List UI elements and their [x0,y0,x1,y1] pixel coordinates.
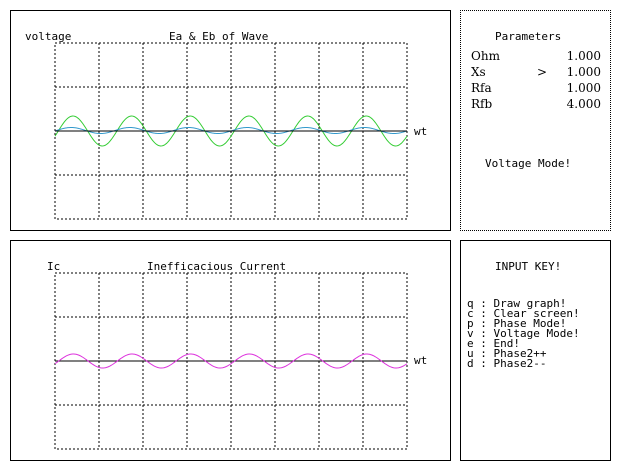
parameter-name: Ohm [471,49,500,63]
current-wt-label: wt [414,354,428,367]
parameters-panel: Parameters Ohm 1.000 Xs >1.000 Rfa 1.000 Rfb 4.… [460,10,611,231]
input-key-action: Clear screen! [493,307,580,320]
input-key-action: End! [493,337,521,350]
input-key-letter: e [467,337,474,350]
input-key-letter: q [467,297,474,310]
voltage-axis-label: voltage [25,30,72,43]
input-key-action: Phase Mode! [493,317,567,330]
ea-wave-line [54,115,408,147]
input-key-separator: : [473,297,494,310]
input-key-item: v : Voltage Mode! [467,327,613,340]
parameter-name: Rfa [471,81,492,95]
input-key-letter: c [467,307,474,320]
voltage-wave-plot [54,42,408,220]
input-key-letter: v [467,327,474,340]
ic-wave-line [54,353,408,369]
voltage-graph-title: Ea & Eb of Wave [169,30,269,43]
input-key-item: c : Clear screen! [467,307,613,320]
input-key-item: e : End! [467,337,613,350]
parameters-title: Parameters [495,30,562,43]
parameter-row: Xs >1.000 [471,65,601,79]
input-key-separator: : [473,357,494,370]
input-key-list: q : Draw graph! c : Clear screen! p : Phas… [467,297,613,370]
voltage-wave-panel: voltage Ea & Eb of Wave wt [10,10,451,231]
input-key-item: p : Phase Mode! [467,317,613,330]
input-key-item: q : Draw graph! [467,297,613,310]
parameter-value: 4.000 [566,97,601,111]
parameter-name: Xs [471,65,486,79]
input-key-action: Phase2++ [493,347,547,360]
input-key-action: Phase2-- [493,357,547,370]
current-axis-label: Ic [47,260,61,273]
input-key-separator: : [473,337,494,350]
input-key-item: u : Phase2++ [467,347,613,360]
parameter-value: 1.000 [566,65,601,79]
current-wave-plot [54,272,408,450]
current-graph-title: Inefficacious Current [147,260,287,273]
parameter-value: 1.000 [566,81,601,95]
input-key-separator: : [473,327,494,340]
input-key-item: d : Phase2-- [467,357,613,370]
parameter-name: Rfb [471,97,493,111]
input-key-action: Draw graph! [493,297,567,310]
input-key-action: Voltage Mode! [493,327,580,340]
parameter-selected-marker: > [537,65,548,79]
mode-status: Voltage Mode! [485,157,572,170]
input-key-panel: INPUT KEY! q : Draw graph! c : Clear scre… [460,240,611,461]
voltage-wt-label: wt [414,125,428,138]
parameter-row: Ohm 1.000 [471,49,601,63]
input-key-letter: u [467,347,474,360]
parameter-row: Rfa 1.000 [471,81,601,95]
input-key-letter: d [467,357,474,370]
input-key-separator: : [473,307,494,320]
parameter-row: Rfb 4.000 [471,97,601,111]
current-wave-panel: Ic Inefficacious Current wt [10,240,451,461]
input-key-separator: : [473,317,494,330]
input-key-separator: : [473,347,494,360]
parameter-value: 1.000 [566,49,601,63]
input-key-title: INPUT KEY! [495,260,562,273]
input-key-letter: p [467,317,474,330]
